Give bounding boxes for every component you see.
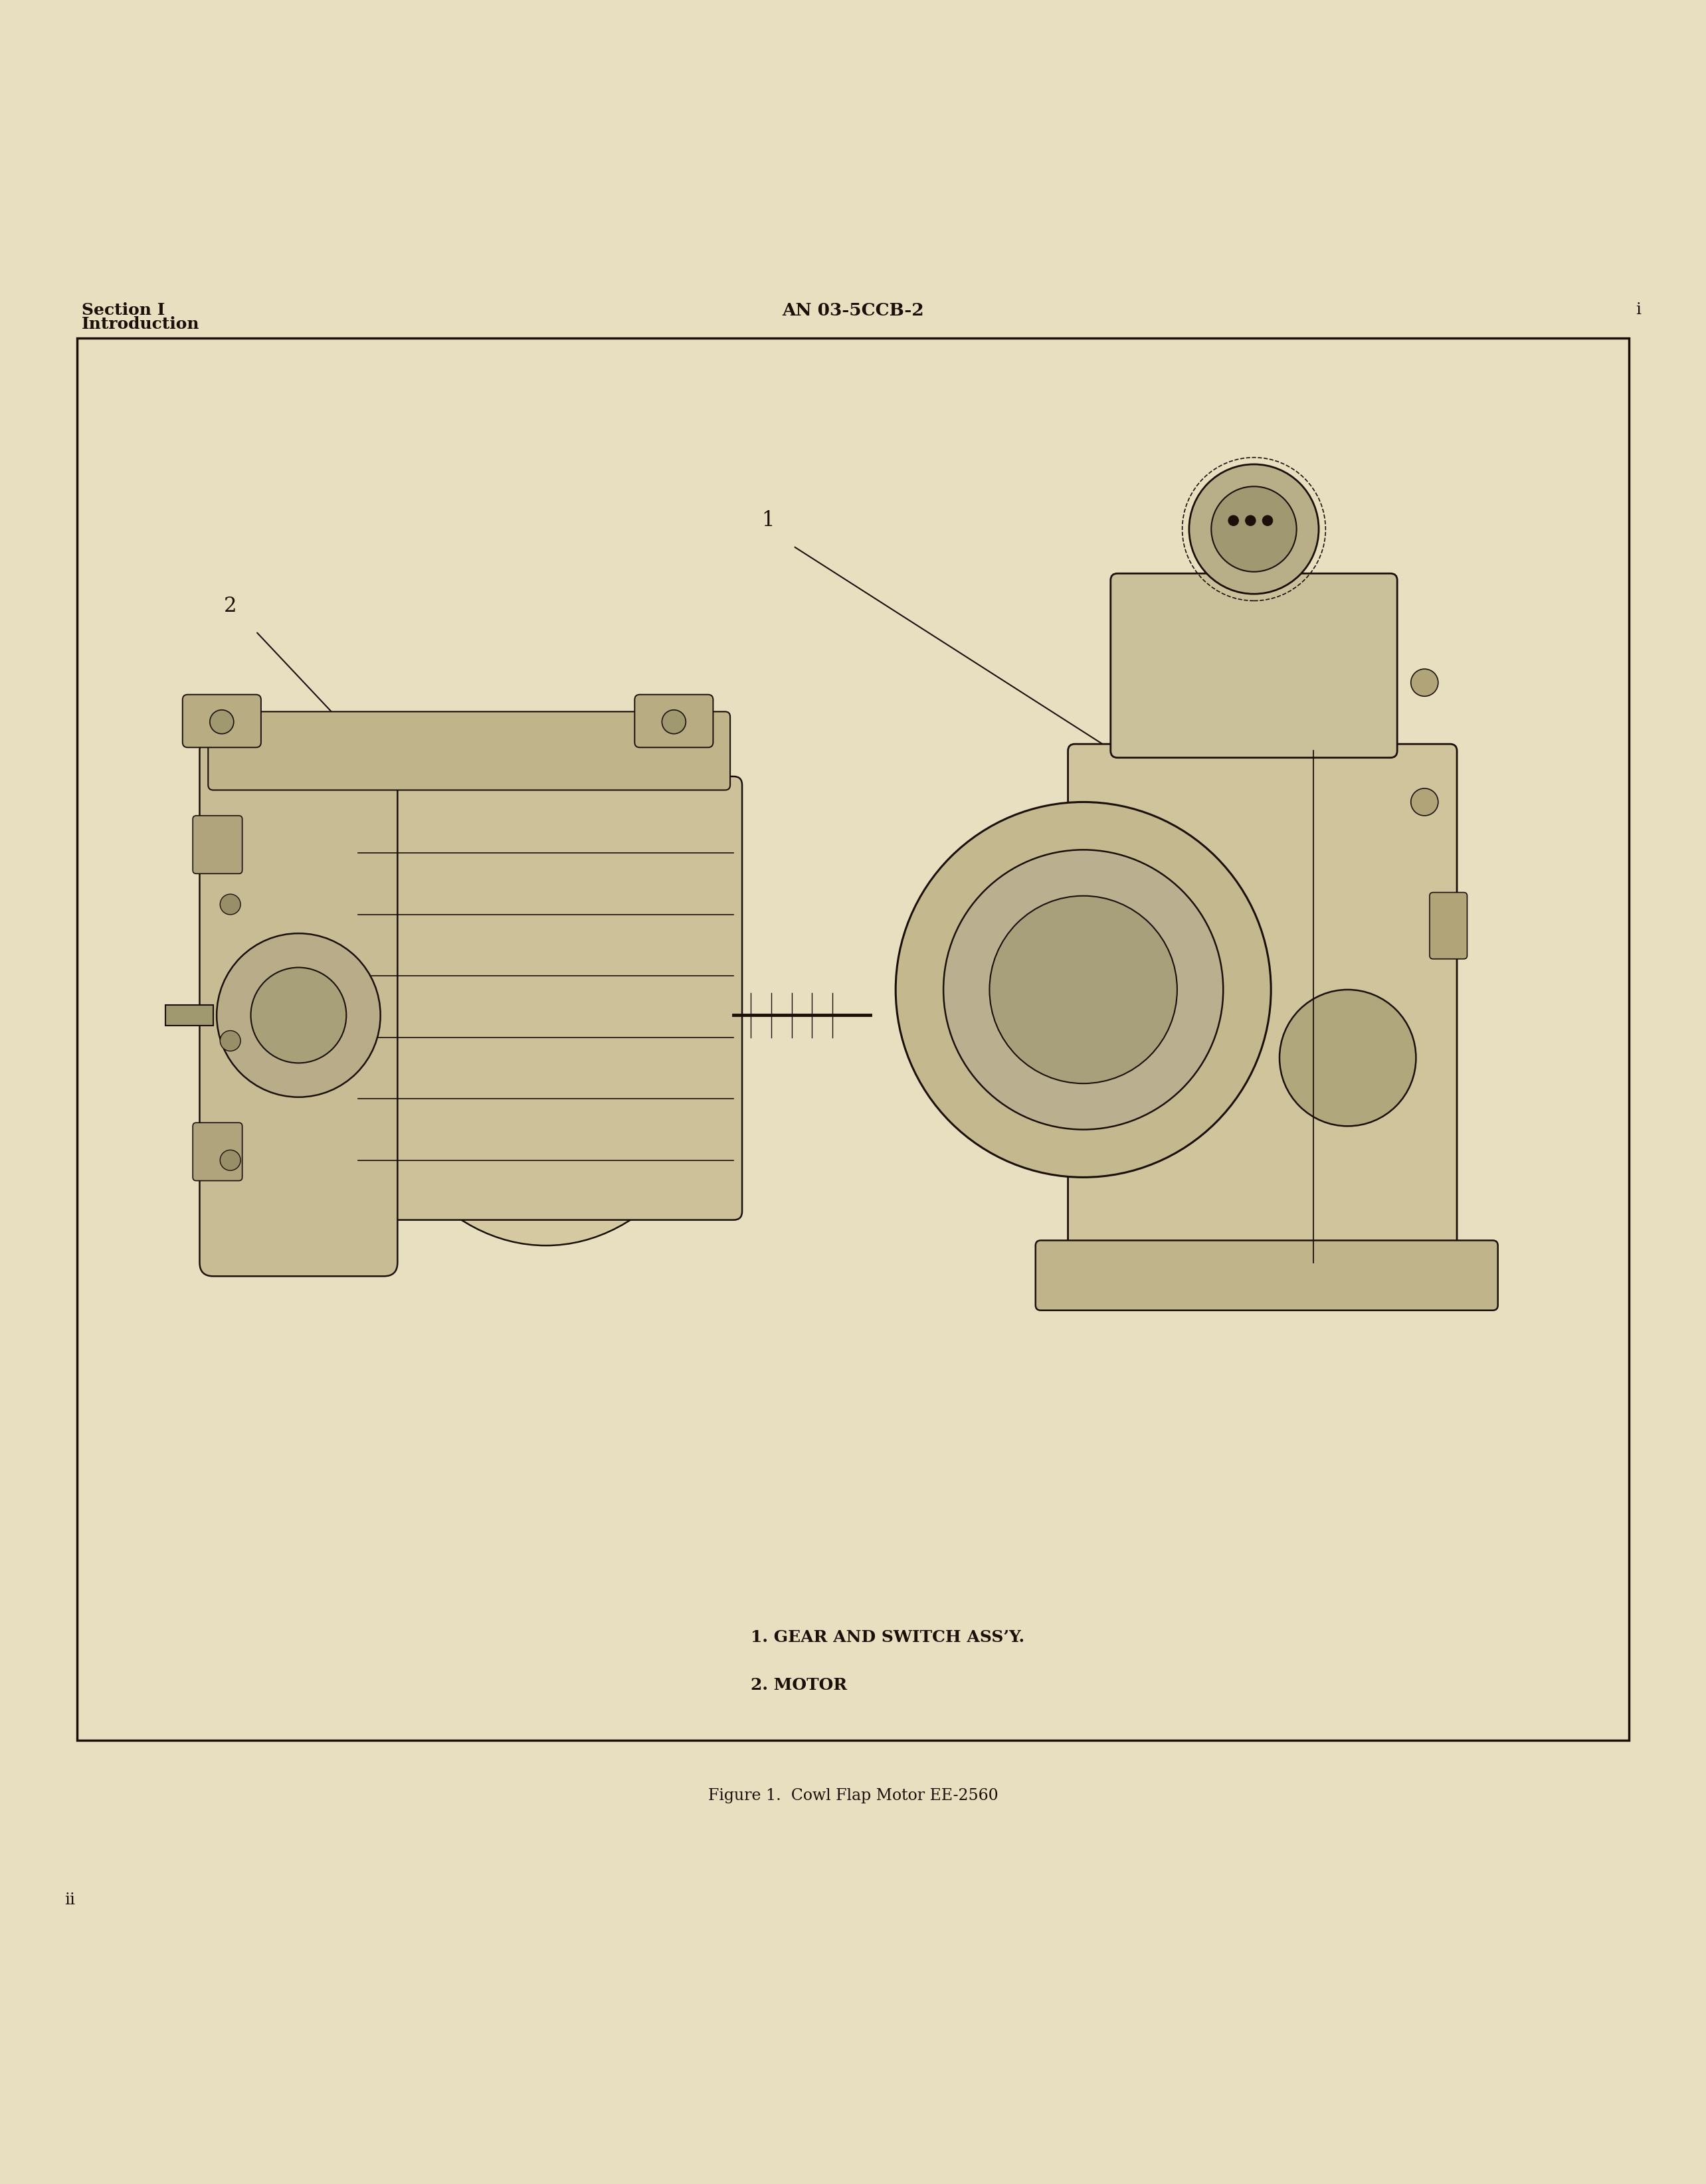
FancyBboxPatch shape — [1111, 574, 1397, 758]
FancyBboxPatch shape — [1036, 1241, 1498, 1310]
Circle shape — [251, 968, 346, 1064]
FancyBboxPatch shape — [200, 738, 397, 1275]
Point — [723, 1085, 744, 1112]
Bar — [77, 339, 1629, 1741]
Point — [802, 981, 822, 1007]
FancyBboxPatch shape — [193, 1123, 242, 1182]
Point — [761, 1024, 781, 1051]
Ellipse shape — [358, 769, 734, 1245]
Circle shape — [220, 1031, 241, 1051]
Text: ii: ii — [65, 1891, 75, 1907]
Point — [781, 1024, 802, 1051]
Circle shape — [989, 895, 1177, 1083]
Point — [348, 1147, 368, 1173]
FancyBboxPatch shape — [193, 815, 242, 874]
Point — [348, 963, 368, 989]
Text: Introduction: Introduction — [82, 317, 200, 332]
Text: i: i — [1636, 301, 1641, 317]
Point — [781, 981, 802, 1007]
Circle shape — [210, 710, 234, 734]
FancyBboxPatch shape — [1068, 745, 1457, 1269]
Text: 1. GEAR AND SWITCH ASS’Y.: 1. GEAR AND SWITCH ASS’Y. — [751, 1629, 1024, 1645]
Circle shape — [220, 1151, 241, 1171]
Circle shape — [217, 933, 380, 1096]
Circle shape — [1211, 487, 1297, 572]
Circle shape — [896, 802, 1271, 1177]
Point — [348, 841, 368, 867]
Point — [723, 963, 744, 989]
Circle shape — [943, 850, 1223, 1129]
FancyBboxPatch shape — [208, 712, 730, 791]
Circle shape — [1228, 515, 1239, 526]
Point — [723, 841, 744, 867]
Point — [802, 1024, 822, 1051]
Point — [860, 1002, 880, 1029]
Point — [723, 902, 744, 928]
Text: Figure 1.  Cowl Flap Motor EE-2560: Figure 1. Cowl Flap Motor EE-2560 — [708, 1789, 998, 1804]
Circle shape — [1411, 788, 1438, 815]
Point — [1303, 1249, 1324, 1275]
Text: Section I: Section I — [82, 301, 165, 319]
Point — [740, 981, 761, 1007]
Point — [761, 981, 781, 1007]
Point — [822, 981, 843, 1007]
Circle shape — [662, 710, 686, 734]
Text: 1: 1 — [761, 511, 775, 531]
Circle shape — [1245, 515, 1256, 526]
Point — [348, 1085, 368, 1112]
FancyBboxPatch shape — [350, 778, 742, 1221]
FancyBboxPatch shape — [183, 695, 261, 747]
Point — [740, 1024, 761, 1051]
Circle shape — [1411, 668, 1438, 697]
Text: 2: 2 — [223, 596, 237, 616]
Point — [348, 902, 368, 928]
Circle shape — [1262, 515, 1273, 526]
FancyBboxPatch shape — [635, 695, 713, 747]
FancyArrow shape — [165, 1005, 213, 1026]
Point — [348, 1024, 368, 1051]
FancyBboxPatch shape — [1430, 893, 1467, 959]
Circle shape — [220, 893, 241, 915]
Circle shape — [1280, 989, 1416, 1127]
Text: AN 03-5CCB-2: AN 03-5CCB-2 — [781, 301, 925, 319]
Point — [1303, 738, 1324, 764]
Point — [723, 1024, 744, 1051]
Text: 2. MOTOR: 2. MOTOR — [751, 1677, 848, 1693]
Point — [822, 1024, 843, 1051]
Point — [723, 1147, 744, 1173]
Point — [723, 1002, 744, 1029]
Circle shape — [1189, 465, 1319, 594]
